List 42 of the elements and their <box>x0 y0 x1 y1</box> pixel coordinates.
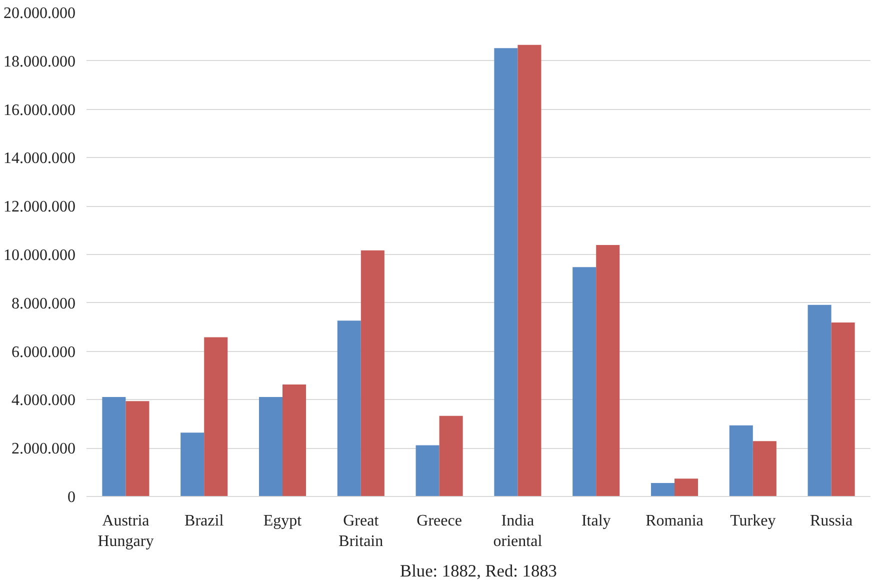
bar <box>808 304 832 496</box>
y-tick-label: 18.000.000 <box>4 53 76 70</box>
x-tick-label: Romania <box>646 512 704 530</box>
x-tick-label: Italy <box>581 512 611 530</box>
bar <box>439 416 463 496</box>
bar <box>650 482 674 496</box>
y-tick-label: 0 <box>68 489 76 506</box>
y-tick-label: 16.000.000 <box>4 102 76 119</box>
y-tick-label: 12.000.000 <box>4 198 76 216</box>
y-tick-label: 4.000.000 <box>12 392 76 410</box>
bar <box>494 48 518 496</box>
y-tick-label: 8.000.000 <box>12 295 76 312</box>
bar <box>572 267 596 496</box>
bar <box>102 397 126 496</box>
bar <box>752 441 776 496</box>
y-tick-label: 20.000.000 <box>4 5 76 22</box>
y-tick-label: 6.000.000 <box>12 344 76 361</box>
x-tick-label: Turkey <box>730 512 776 530</box>
x-tick-label: Brazil <box>184 512 224 530</box>
x-tick-label: Austria Hungary <box>98 512 154 550</box>
bar <box>337 320 361 496</box>
text: Blue: 1882, Red: 1883 <box>400 562 557 580</box>
bar <box>180 432 204 496</box>
x-tick-label: Greece <box>416 512 462 530</box>
bar <box>204 337 228 496</box>
bar <box>416 445 440 496</box>
bar <box>360 250 384 496</box>
x-tick-label: Great Britain <box>338 512 384 550</box>
bar <box>831 322 855 496</box>
bar <box>258 397 282 496</box>
x-tick-label: Egypt <box>263 512 302 530</box>
x-tick-label: India oriental <box>493 512 543 550</box>
bar <box>518 44 542 496</box>
y-tick-label: 14.000.000 <box>4 150 76 168</box>
x-tick-label: Russia <box>810 512 853 530</box>
y-tick-label: 2.000.000 <box>12 440 76 458</box>
bar <box>126 401 150 496</box>
bar <box>596 245 620 496</box>
bar <box>729 425 753 496</box>
bar <box>674 478 698 496</box>
bar <box>282 384 306 496</box>
y-tick-label: 10.000.000 <box>4 247 76 264</box>
